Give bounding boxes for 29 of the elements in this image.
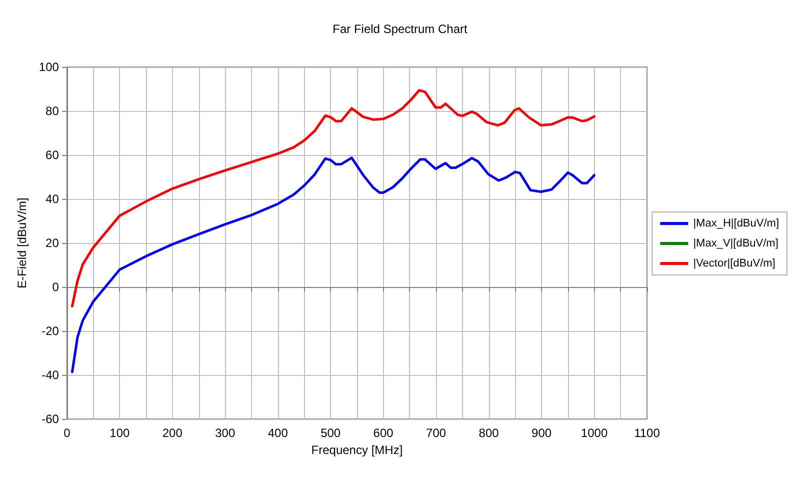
y-tick-label: 100 [38,60,60,74]
y-tick-label: -40 [42,368,60,382]
x-tick-label: 100 [110,426,130,440]
line-series [70,156,596,374]
legend-label: |Max_V|[dBuV/m] [693,238,778,250]
x-tick-label: 0 [64,426,71,440]
x-tick-label: 900 [532,426,552,440]
x-tick-label: 500 [320,426,341,440]
x-tick-label: 1100 [634,426,660,440]
y-tick-label: 20 [46,236,60,250]
y-tick-label: -60 [42,412,60,426]
legend-label: |Vector|[dBuV/m] [693,258,776,270]
y-axis-title: E-Field [dBuV/m] [15,198,29,288]
x-axis-title: Frequency [MHz] [311,443,403,457]
y-tick-label: 40 [46,192,60,206]
legend-label: |Max_H|[dBuV/m] [693,218,780,230]
y-tick-label: 60 [46,148,60,162]
x-tick-label: 1000 [580,426,608,440]
chart-title: Far Field Spectrum Chart [332,22,468,36]
y-tick-label: 80 [46,104,60,118]
x-tick-label: 300 [215,426,236,440]
x-tick-label: 400 [268,426,288,440]
x-tick-label: 200 [162,426,183,440]
line-series [70,89,596,308]
x-tick-label: 600 [373,426,394,440]
y-tick-label: 0 [52,280,60,294]
x-tick-label: 700 [426,426,446,440]
y-tick-label: -20 [42,324,60,338]
x-tick-label: 800 [478,426,500,440]
